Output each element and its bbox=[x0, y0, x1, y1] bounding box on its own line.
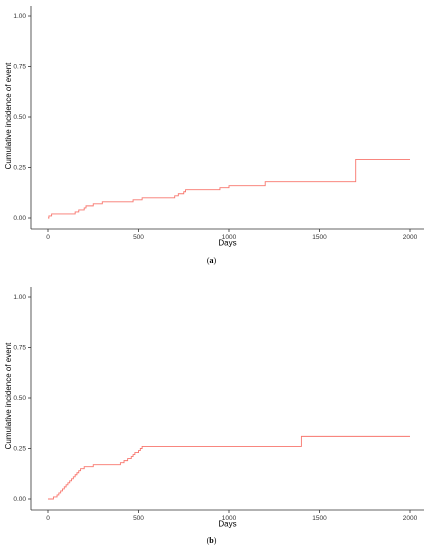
panel-b-y-tick-label: 0.50 bbox=[13, 395, 26, 402]
panel-b-x-tick-label: 1000 bbox=[222, 515, 237, 522]
panel-b-y-axis-title: Cumulative incidence of event bbox=[4, 342, 13, 450]
panel-b: Cumulative incidence of event Days (b) 0… bbox=[4, 287, 424, 545]
panel-b-x-tick-label: 2000 bbox=[403, 515, 418, 522]
panel-a-series-line bbox=[48, 158, 410, 219]
panel-b-x-tick-label: 0 bbox=[46, 515, 50, 522]
panel-a-y-tick-label: 0.25 bbox=[13, 165, 26, 172]
panel-a-x-tick-label: 500 bbox=[133, 234, 144, 241]
panel-b-caption: (b) bbox=[207, 536, 217, 545]
panel-a-x-tick-label: 1000 bbox=[222, 234, 237, 241]
panel-a-y-tick-label: 0.75 bbox=[13, 64, 26, 71]
panel-a-x-tick-label: 1500 bbox=[312, 234, 327, 241]
panel-a-caption-close-paren: ) bbox=[214, 256, 217, 265]
panel-b-y-tick-label: 0.75 bbox=[13, 345, 26, 352]
panel-a-y-tick-label: 0.00 bbox=[13, 215, 26, 222]
panel-b-x-tick-label: 1500 bbox=[312, 515, 327, 522]
panel-b-series-line bbox=[48, 435, 410, 500]
panel-a-x-tick-label: 2000 bbox=[403, 234, 418, 241]
panel-a-caption-open-paren: ( bbox=[207, 256, 210, 265]
panel-b-caption-close-paren: ) bbox=[214, 536, 217, 545]
panel-b-x-axis-title: Days bbox=[218, 520, 236, 529]
panel-b-caption-open-paren: ( bbox=[207, 536, 210, 545]
panel-b-y-tick-label: 0.25 bbox=[13, 446, 26, 453]
panel-a-y-tick-label: 0.50 bbox=[13, 114, 26, 121]
panel-a-x-tick-label: 0 bbox=[46, 234, 50, 241]
panel-b-y-tick-label: 1.00 bbox=[13, 294, 26, 301]
panel-a-x-axis-title: Days bbox=[218, 239, 236, 248]
panel-b-x-tick-label: 500 bbox=[133, 515, 144, 522]
panel-b-y-tick-label: 0.00 bbox=[13, 496, 26, 503]
panel-a: Cumulative incidence of event Days (a) 0… bbox=[4, 6, 424, 265]
panel-a-y-tick-label: 1.00 bbox=[13, 13, 26, 20]
panel-a-caption: (a) bbox=[207, 256, 217, 265]
panel-a-y-axis-title: Cumulative incidence of event bbox=[4, 62, 13, 170]
panel-b-caption-letter: b bbox=[209, 536, 214, 545]
panel-a-caption-letter: a bbox=[210, 256, 214, 265]
